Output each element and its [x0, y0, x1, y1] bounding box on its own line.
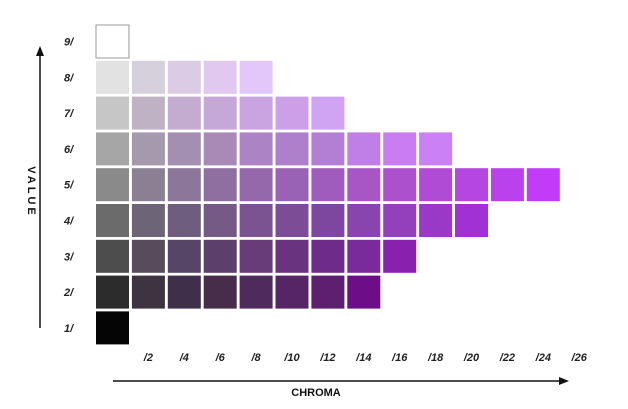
swatch-value-6-chroma-0	[96, 132, 129, 166]
chroma-tick-label: /26	[571, 352, 588, 364]
swatch-value-6-chroma-16	[383, 132, 417, 166]
swatch-value-3-chroma-12	[311, 239, 345, 273]
swatch-value-3-chroma-16	[383, 239, 417, 273]
swatch-value-6-chroma-18	[419, 132, 453, 166]
swatch-value-5-chroma-22	[490, 168, 524, 202]
value-tick-label: 4/	[63, 216, 75, 228]
swatch-value-2-chroma-12	[311, 275, 345, 309]
value-axis-title: VALUE	[25, 166, 37, 217]
value-tick-label: 6/	[64, 144, 75, 156]
swatch-value-7-chroma-2	[131, 96, 165, 130]
chroma-tick-label: /24	[535, 352, 551, 364]
chroma-tick-label: /14	[355, 352, 371, 364]
swatch-value-5-chroma-20	[455, 168, 488, 202]
swatch-value-8-chroma-6	[203, 60, 237, 94]
swatch-value-6-chroma-10	[275, 132, 309, 166]
swatch-value-4-chroma-2	[131, 204, 165, 237]
chroma-tick-label: /8	[251, 352, 262, 364]
value-tick-label: 1/	[64, 323, 75, 335]
swatch-value-5-chroma-16	[383, 168, 417, 202]
swatch-value-7-chroma-8	[239, 96, 273, 130]
swatch-value-5-chroma-4	[167, 168, 201, 202]
swatch-value-4-chroma-14	[347, 204, 381, 237]
chroma-tick-labels: /2/4/6/8/10/12/14/16/18/20/22/24/26	[143, 352, 588, 364]
swatch-value-3-chroma-0	[96, 239, 129, 273]
swatch-value-3-chroma-8	[239, 239, 273, 273]
chroma-tick-label: /16	[391, 352, 408, 364]
chroma-tick-label: /22	[499, 352, 515, 364]
swatch-value-7-chroma-12	[311, 96, 345, 130]
swatch-value-3-chroma-14	[347, 239, 381, 273]
swatch-value-4-chroma-8	[239, 204, 273, 237]
value-tick-label: 5/	[64, 180, 75, 192]
swatch-value-6-chroma-12	[311, 132, 345, 166]
chroma-tick-label: /20	[463, 352, 480, 364]
value-tick-label: 3/	[64, 251, 75, 263]
chroma-tick-label: /4	[179, 352, 189, 364]
swatch-value-2-chroma-8	[239, 275, 273, 309]
swatch-value-2-chroma-0	[96, 275, 129, 309]
swatch-value-8-chroma-0	[96, 60, 129, 94]
swatch-value-9-chroma-0	[95, 24, 130, 59]
value-tick-label: 2/	[63, 287, 75, 299]
swatch-value-2-chroma-6	[203, 275, 237, 309]
chroma-tick-label: /2	[143, 352, 153, 364]
value-tick-label: 8/	[64, 72, 75, 84]
swatch-value-2-chroma-14	[347, 275, 381, 309]
swatch-value-8-chroma-4	[167, 60, 201, 94]
swatch-value-7-chroma-6	[203, 96, 237, 130]
swatch-value-5-chroma-24	[526, 168, 560, 202]
swatch-value-4-chroma-12	[311, 204, 345, 237]
swatch-value-4-chroma-18	[419, 204, 453, 237]
swatch-value-3-chroma-4	[167, 239, 201, 273]
value-tick-label: 9/	[64, 37, 75, 49]
swatch-value-3-chroma-2	[131, 239, 165, 273]
chroma-tick-label: /10	[283, 352, 300, 364]
swatch-value-5-chroma-8	[239, 168, 273, 202]
swatch-value-4-chroma-6	[203, 204, 237, 237]
swatch-value-7-chroma-4	[167, 96, 201, 130]
swatch-value-7-chroma-10	[275, 96, 309, 130]
chroma-axis-title: CHROMA	[291, 387, 341, 399]
swatch-grid	[95, 24, 560, 345]
swatch-value-7-chroma-0	[96, 96, 129, 130]
swatch-value-6-chroma-14	[347, 132, 381, 166]
swatch-value-5-chroma-14	[347, 168, 381, 202]
swatch-value-8-chroma-2	[131, 60, 165, 94]
swatch-value-5-chroma-12	[311, 168, 345, 202]
swatch-value-8-chroma-8	[239, 60, 273, 94]
chroma-tick-label: /6	[215, 352, 226, 364]
swatch-value-6-chroma-6	[203, 132, 237, 166]
swatch-value-2-chroma-4	[167, 275, 201, 309]
value-tick-label: 7/	[64, 108, 75, 120]
swatch-value-3-chroma-10	[275, 239, 309, 273]
swatch-value-6-chroma-4	[167, 132, 201, 166]
chroma-tick-label: /18	[427, 352, 444, 364]
swatch-value-4-chroma-20	[455, 204, 488, 237]
swatch-value-5-chroma-6	[203, 168, 237, 202]
swatch-value-4-chroma-4	[167, 204, 201, 237]
swatch-value-4-chroma-0	[96, 204, 129, 237]
swatch-value-1-chroma-0	[96, 311, 129, 345]
swatch-value-5-chroma-10	[275, 168, 309, 202]
swatch-value-2-chroma-2	[131, 275, 165, 309]
swatch-value-4-chroma-10	[275, 204, 309, 237]
swatch-value-5-chroma-18	[419, 168, 453, 202]
swatch-value-5-chroma-2	[131, 168, 165, 202]
swatch-value-2-chroma-10	[275, 275, 309, 309]
value-tick-labels: 1/2/3/4/5/6/7/8/9/	[63, 37, 75, 335]
swatch-value-5-chroma-0	[96, 168, 129, 202]
swatch-value-4-chroma-16	[383, 204, 417, 237]
swatch-value-6-chroma-8	[239, 132, 273, 166]
swatch-value-3-chroma-6	[203, 239, 237, 273]
chroma-tick-label: /12	[319, 352, 335, 364]
swatch-value-6-chroma-2	[131, 132, 165, 166]
